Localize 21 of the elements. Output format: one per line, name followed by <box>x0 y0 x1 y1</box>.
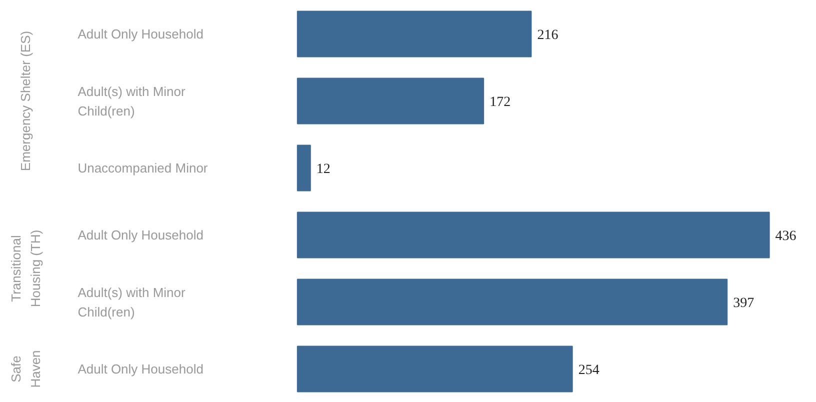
data-label: 12 <box>316 162 330 177</box>
data-label: 397 <box>733 296 754 311</box>
text: Emergency Shelter (ES) <box>18 30 34 172</box>
text: Safe Haven <box>8 350 43 388</box>
y-tick-label: Adult(s) with Minor Child(ren) <box>78 284 186 320</box>
bar <box>296 78 484 124</box>
bar <box>296 10 532 58</box>
text: Transitional Housing (TH) <box>8 230 43 308</box>
y-tick-label: Adult(s) with Minor Child(ren) <box>78 84 186 118</box>
y-tick-label: Adult Only Household <box>78 362 204 376</box>
data-label: 436 <box>775 229 796 244</box>
bar <box>296 144 311 192</box>
bar <box>296 346 573 392</box>
data-label: 172 <box>490 95 511 110</box>
bar <box>296 278 728 326</box>
y-tick-label: Unaccompanied Minor <box>78 160 208 176</box>
data-label: 216 <box>537 28 558 43</box>
data-label: 254 <box>578 363 600 378</box>
bar <box>296 212 770 258</box>
y-tick-label: Adult Only Household <box>78 26 204 42</box>
y-tick-label: Adult Only Household <box>78 228 204 242</box>
